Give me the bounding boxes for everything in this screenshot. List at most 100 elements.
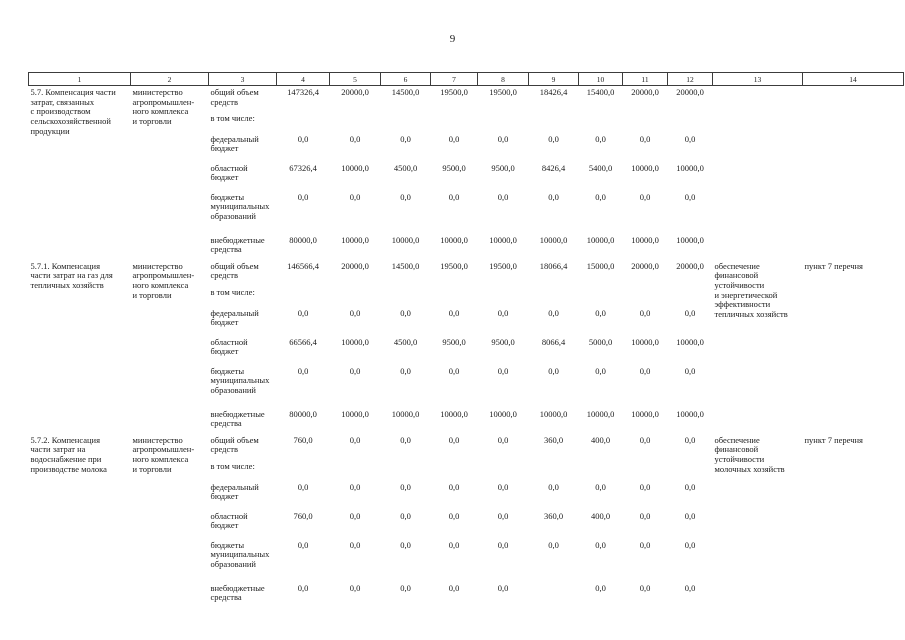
value-cell: 14500,0: [391, 260, 420, 271]
value-cell: 0,0: [448, 481, 460, 492]
value-cell: 0,0: [497, 307, 509, 318]
value-cell: 10000,0: [391, 234, 420, 245]
value-cell: 80000,0: [289, 234, 317, 245]
value-cell: 10000,0: [489, 234, 517, 245]
value-cell: 0,0: [448, 133, 460, 144]
table-body: 5.7. Компенсация части затрат, связанных…: [29, 86, 904, 608]
value-cell: 0,0: [548, 191, 559, 202]
value-cell: 18426,4: [539, 87, 568, 97]
value-cell: 0,0: [448, 510, 460, 521]
value-cell: [623, 112, 668, 133]
value-cell: 0,0: [497, 191, 509, 202]
funding-source-label: в том числе:: [210, 286, 255, 297]
value-cell: 0,0: [448, 307, 460, 318]
expected-result-cell: [713, 86, 803, 260]
value-cell: 0,0: [400, 191, 411, 202]
funding-source-label: бюджеты муниципальных образований: [210, 539, 270, 569]
value-cell: 0,0: [684, 133, 696, 144]
table-row: 5.7.2. Компенсация части затрат на водос…: [29, 434, 904, 474]
value-cell: 0,0: [400, 510, 411, 521]
value-cell: 0,0: [349, 307, 361, 318]
table-header: 1 2 3 4 5 6 7 8 9 10 11 12 13 14: [28, 72, 904, 86]
value-cell: 0,0: [349, 133, 361, 144]
value-cell: 0,0: [349, 365, 361, 376]
value-cell: 0,0: [684, 582, 696, 593]
value-cell: [668, 286, 713, 307]
value-cell: 0,0: [548, 539, 559, 550]
value-cell: 18066,4: [539, 260, 568, 271]
value-cell: 19500,0: [440, 87, 468, 97]
value-cell: 0,0: [349, 582, 361, 593]
value-cell: [579, 112, 623, 133]
value-cell: 0,0: [297, 133, 309, 144]
funding-source-label: общий объем средств: [210, 260, 259, 281]
value-cell: 0,0: [400, 582, 411, 593]
value-cell: 0,0: [497, 582, 509, 593]
funding-source-label: общий объем средств: [210, 434, 259, 455]
value-cell: 0,0: [684, 365, 696, 376]
table-header-row: 1 2 3 4 5 6 7 8 9 10 11 12 13 14: [28, 72, 904, 86]
value-cell: 0,0: [684, 307, 696, 318]
value-cell: [381, 112, 431, 133]
value-cell: [529, 460, 579, 481]
table-row: бюджеты муниципальных образований 0,0 0,0 0…: [29, 191, 904, 234]
value-cell: 0,0: [595, 539, 606, 550]
value-cell: 0,0: [639, 582, 651, 593]
funding-source-label: бюджеты муниципальных образований: [210, 191, 270, 221]
value-cell: [668, 112, 713, 133]
value-cell: 8426,4: [541, 162, 566, 173]
value-cell: 10000,0: [341, 408, 369, 419]
value-cell: 19500,0: [440, 260, 468, 271]
value-cell: 20000,0: [341, 260, 369, 271]
value-cell: 66566,4: [289, 336, 317, 347]
value-cell: 80000,0: [289, 408, 317, 419]
table-row: бюджеты муниципальных образований 0,0 0,0 0…: [29, 365, 904, 408]
value-cell: 0,0: [595, 365, 606, 376]
value-cell: 10000,0: [631, 408, 659, 419]
funding-source-label: федеральный бюджет: [210, 307, 259, 328]
value-cell: [529, 582, 579, 608]
basis-cell: [803, 86, 904, 260]
value-cell: 0,0: [349, 191, 361, 202]
value-cell: 10000,0: [440, 408, 468, 419]
value-cell: 10000,0: [440, 234, 468, 245]
value-cell: [431, 112, 478, 133]
value-cell: 0,0: [497, 365, 509, 376]
value-cell: 0,0: [639, 434, 651, 445]
value-cell: 0,0: [400, 539, 411, 550]
table-row: в том числе:: [29, 286, 904, 307]
value-cell: 0,0: [297, 365, 309, 376]
column-number-header: 8: [477, 72, 529, 86]
value-cell: 20000,0: [676, 260, 704, 271]
value-cell: 0,0: [639, 510, 651, 521]
value-cell: 0,0: [400, 434, 411, 445]
value-cell: [478, 460, 529, 481]
page-number: 9: [449, 33, 456, 45]
value-cell: 0,0: [639, 481, 651, 492]
value-cell: 10000,0: [676, 234, 704, 245]
value-cell: 360,0: [543, 510, 564, 521]
value-cell: 19500,0: [489, 260, 517, 271]
value-cell: 0,0: [684, 191, 696, 202]
value-cell: 67326,4: [289, 162, 317, 173]
column-number-header: 5: [329, 72, 381, 86]
expected-result-cell: обеспечение финансовой устойчивости моло…: [714, 434, 785, 474]
basis-cell: пункт 7 перечня: [804, 434, 863, 445]
value-cell: 0,0: [400, 365, 411, 376]
value-cell: [579, 460, 623, 481]
value-cell: 0,0: [297, 191, 309, 202]
column-number-header: 3: [208, 72, 277, 86]
value-cell: [478, 112, 529, 133]
value-cell: 0,0: [548, 481, 559, 492]
value-cell: 0,0: [639, 191, 651, 202]
value-cell: [330, 112, 381, 133]
value-cell: 20000,0: [631, 260, 659, 271]
value-cell: 4500,0: [393, 162, 418, 173]
funding-source-label: внебюджетные средства: [210, 408, 265, 429]
table-row: федеральный бюджет 0,0 0,0 0,0 0,0 0,0 0,0 0,0 0…: [29, 307, 904, 336]
value-cell: 400,0: [590, 510, 611, 521]
value-cell: 9500,0: [491, 162, 515, 173]
table-row: внебюджетные средства 80000,0 10000,0 10000…: [29, 408, 904, 434]
table-row: федеральный бюджет 0,0 0,0 0,0 0,0 0,0 0,0 0,0 0…: [29, 481, 904, 510]
